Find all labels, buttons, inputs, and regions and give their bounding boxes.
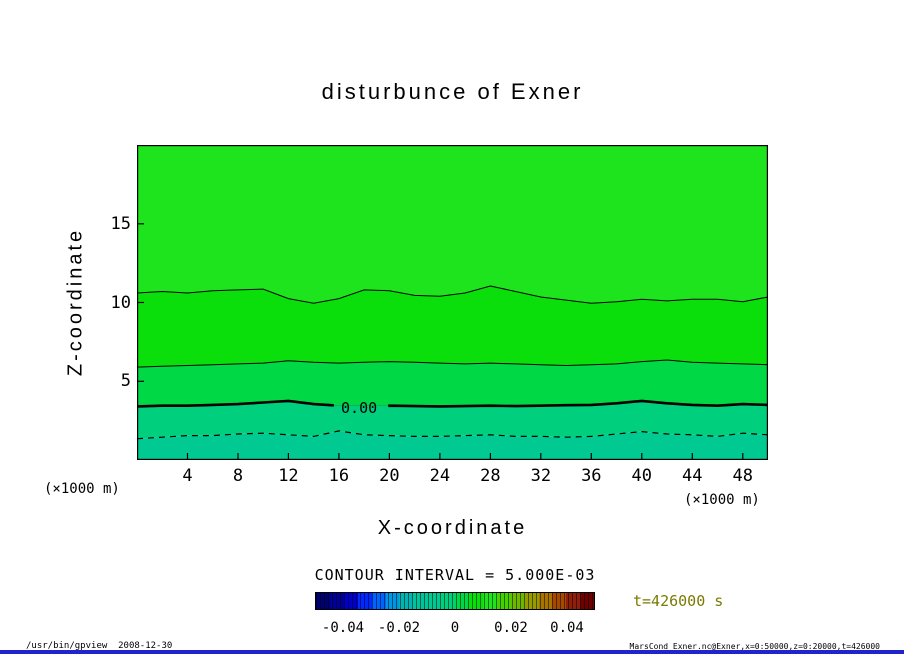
x-tick-label: 8 <box>232 466 244 486</box>
colorbar-tick-label: 0 <box>450 620 460 636</box>
footer-dataset: MarsCond_Exner.nc@Exner,x=0:50000,z=0:20… <box>629 642 880 651</box>
plot-frame <box>137 145 768 460</box>
colorbar-tick-label: -0.02 <box>377 620 421 636</box>
x-axis-label: X-coordinate <box>377 517 528 539</box>
label-gap-lower <box>333 405 389 420</box>
colorbar-hatch <box>316 593 594 609</box>
band-fill <box>137 145 768 304</box>
z-tick-label: 15 <box>110 213 131 234</box>
x-tick-label: 20 <box>379 466 400 486</box>
contour-line <box>137 285 768 304</box>
y-axis-label: Z-coordinate <box>64 227 87 377</box>
x-tick-label: 12 <box>278 466 299 486</box>
y-axis-unit: (×1000 m) <box>44 481 120 497</box>
plot-title: disturbunce of Exner <box>321 79 584 104</box>
contour-line <box>137 399 768 408</box>
contour-line <box>137 359 768 368</box>
x-tick-label: 16 <box>328 466 350 486</box>
x-tick-label: 40 <box>631 466 653 486</box>
contour-interval-label: CONTOUR INTERVAL = 5.000E-03 <box>314 566 596 584</box>
x-tick-label: 48 <box>732 466 753 486</box>
x-tick-label: 44 <box>682 466 703 486</box>
colorbar <box>315 592 595 610</box>
band-fill <box>137 360 768 407</box>
band-fill <box>137 400 768 439</box>
zero-contour-label: 0.00 <box>341 399 377 417</box>
time-label: t=426000 s <box>633 592 724 610</box>
z-tick-label: 5 <box>120 371 131 392</box>
band-fill <box>137 286 768 368</box>
x-tick-label: 24 <box>429 466 451 486</box>
x-axis-unit: (×1000 m) <box>684 492 760 508</box>
x-tick-label: 4 <box>182 466 193 486</box>
contour-plot: 0.00 <box>137 145 768 460</box>
x-tick-label: 28 <box>480 466 501 486</box>
x-tick-label: 32 <box>530 466 552 486</box>
label-gap-upper <box>333 392 389 406</box>
bottom-blue-bar <box>0 650 904 654</box>
x-tick-label: 36 <box>581 466 602 486</box>
band-fill <box>137 430 768 460</box>
z-tick-label: 10 <box>110 292 131 313</box>
colorbar-tick-label: 0.02 <box>494 620 528 636</box>
colorbar-tick-label: -0.04 <box>321 620 365 636</box>
footer-command: /usr/bin/gpview 2008-12-30 <box>26 641 173 651</box>
colorbar-tick-label: 0.04 <box>550 620 584 636</box>
